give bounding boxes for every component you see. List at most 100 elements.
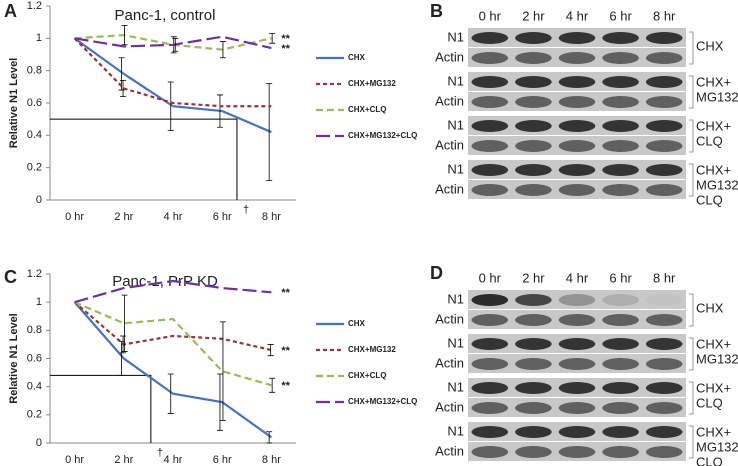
blot-band xyxy=(558,338,596,350)
legend-label: CHX xyxy=(348,319,366,328)
series-line xyxy=(74,35,272,50)
blot-band xyxy=(515,294,552,306)
panel-label: C xyxy=(4,267,17,287)
blot-band xyxy=(471,446,509,458)
row-label: N1 xyxy=(447,379,464,394)
blot-band xyxy=(602,32,639,44)
blot-band xyxy=(602,294,639,306)
blot-band xyxy=(602,184,639,196)
lane-label: 0 hr xyxy=(479,270,502,285)
blot-band xyxy=(645,52,683,64)
error-bar xyxy=(120,79,127,97)
row-label: N1 xyxy=(447,291,464,306)
blot-band xyxy=(515,140,552,152)
blot-band xyxy=(471,294,509,306)
blot-band xyxy=(558,402,596,414)
lane-label: 4 hr xyxy=(566,8,589,23)
blot-band xyxy=(645,338,683,350)
chart-title: Panc-1, PrP KD xyxy=(112,273,218,290)
blot-band xyxy=(645,32,683,44)
y-tick-label: 0 xyxy=(36,194,42,206)
legend-label: CHX+CLQ xyxy=(348,105,386,114)
blot-band xyxy=(471,314,509,326)
group-label: CHX+ xyxy=(696,424,731,439)
blot-band xyxy=(558,426,596,438)
y-axis-label: Relative N1 Level xyxy=(8,313,20,404)
blot-band xyxy=(515,32,552,44)
panel-label: D xyxy=(430,263,443,283)
legend-label: CHX+CLQ xyxy=(348,371,386,380)
row-label: Actin xyxy=(435,443,464,458)
lane-label: 6 hr xyxy=(609,270,632,285)
series-line xyxy=(74,301,272,387)
x-tick-label: 8 hr xyxy=(262,454,281,466)
blot-band xyxy=(471,358,509,370)
error-bar xyxy=(267,344,274,357)
significance: ** xyxy=(281,33,290,45)
blot-band xyxy=(558,76,596,88)
lane-label: 8 hr xyxy=(653,8,676,23)
error-bar xyxy=(216,373,223,431)
blot-band xyxy=(471,184,509,196)
x-tick-label: 6 hr xyxy=(213,211,232,223)
error-bar xyxy=(269,33,276,44)
blot-band xyxy=(515,382,552,394)
y-tick-label: 1.2 xyxy=(27,0,42,12)
y-tick-label: 0.4 xyxy=(27,381,42,393)
blot-band xyxy=(471,426,509,438)
blot-band xyxy=(558,358,596,370)
blot-band xyxy=(602,382,639,394)
y-tick-label: 0.2 xyxy=(27,162,42,174)
blot-band xyxy=(515,314,552,326)
group-label: CLQ xyxy=(696,133,723,148)
x-tick-label: 2 hr xyxy=(114,454,133,466)
blot-band xyxy=(471,32,509,44)
blot-band xyxy=(471,164,509,176)
blot-band xyxy=(645,164,683,176)
y-tick-label: 1 xyxy=(36,32,42,44)
group-bracket xyxy=(689,381,694,415)
blot-band xyxy=(602,314,639,326)
blot-band xyxy=(602,402,639,414)
blot-band xyxy=(515,76,552,88)
blot-band xyxy=(558,52,596,64)
row-label: N1 xyxy=(447,423,464,438)
group-label: CHX xyxy=(696,300,724,315)
blot-band xyxy=(558,96,596,108)
lane-label: 6 hr xyxy=(609,8,632,23)
x-tick-label: 0 hr xyxy=(65,211,84,223)
group-bracket xyxy=(689,293,694,327)
error-bar xyxy=(219,321,226,421)
legend-label: CHX+MG132+CLQ xyxy=(348,397,417,406)
y-tick-label: 1 xyxy=(36,296,42,308)
error-bar xyxy=(121,25,128,46)
blot-band xyxy=(645,446,683,458)
y-tick-label: 0.6 xyxy=(27,352,42,364)
error-bar xyxy=(167,81,174,131)
blot-band xyxy=(645,358,683,370)
row-label: Actin xyxy=(435,181,464,196)
group-label: MG132 xyxy=(696,351,738,366)
lane-label: 2 hr xyxy=(522,8,545,23)
x-tick-label: 6 hr xyxy=(213,454,232,466)
blot-band xyxy=(602,446,639,458)
series-line xyxy=(73,301,273,439)
group-label: CHX+ xyxy=(696,118,731,133)
group-bracket xyxy=(689,31,694,65)
error-bar xyxy=(219,41,226,59)
blot-band xyxy=(602,358,639,370)
blot-band xyxy=(515,164,552,176)
group-label: CLQ xyxy=(696,454,723,466)
series-line xyxy=(73,37,272,134)
blot-band xyxy=(645,426,683,438)
lane-label: 0 hr xyxy=(479,8,502,23)
blot-band xyxy=(471,76,509,88)
row-label: N1 xyxy=(447,29,464,44)
blot-band xyxy=(645,76,683,88)
series-line xyxy=(73,301,272,352)
blot-band xyxy=(645,184,683,196)
group-bracket xyxy=(689,337,694,371)
blot-band xyxy=(558,314,596,326)
group-label: CLQ xyxy=(696,192,723,207)
blot-band xyxy=(645,402,683,414)
